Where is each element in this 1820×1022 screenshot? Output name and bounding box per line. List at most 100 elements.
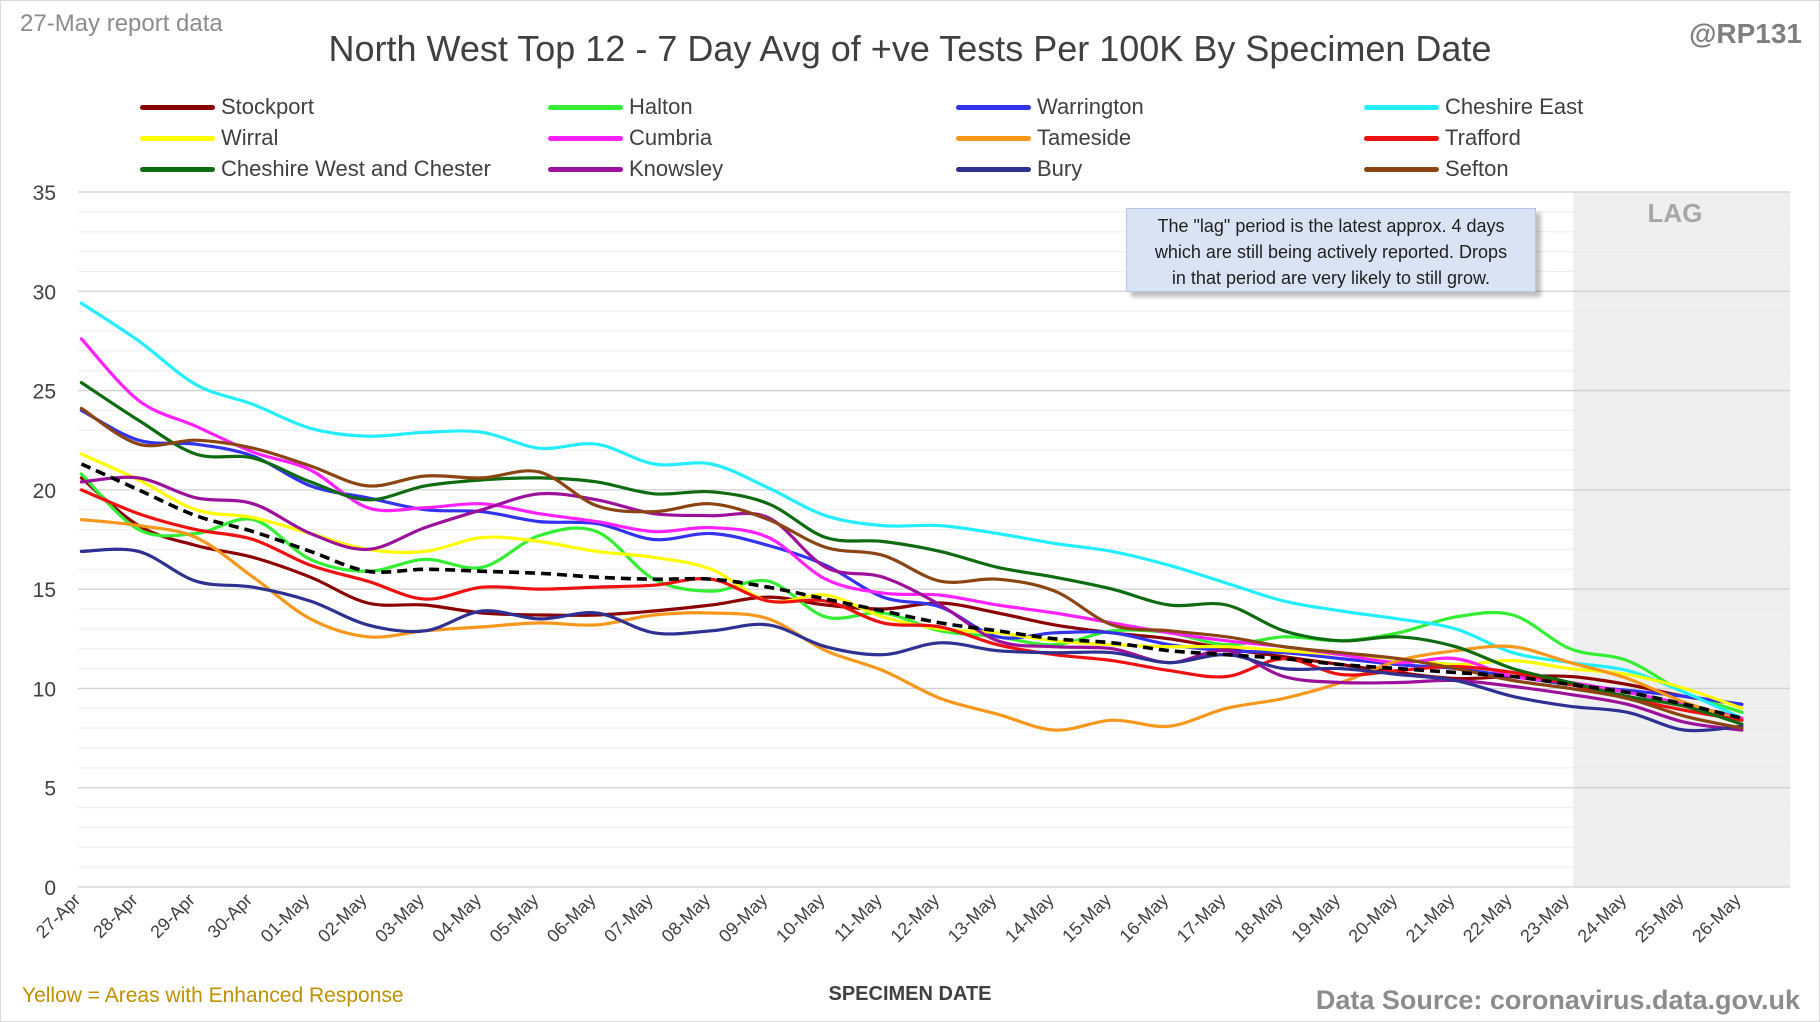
x-tick-label: 11-May — [830, 890, 886, 946]
legend-label: Knowsley — [629, 156, 724, 181]
legend-swatch — [140, 104, 215, 110]
legend-label: Tameside — [1037, 125, 1132, 150]
legend-item-cheshire-west-and-chester: Cheshire West and Chester — [140, 154, 491, 184]
x-tick-label: 12-May — [887, 890, 944, 947]
x-tick-label: 15-May — [1058, 890, 1115, 947]
y-tick-label: 5 — [44, 778, 56, 801]
y-tick-label: 35 — [33, 182, 56, 205]
legend-label: Sefton — [1445, 156, 1509, 181]
legend-swatch — [1364, 135, 1439, 141]
x-tick-label: 09-May — [715, 890, 772, 947]
y-tick-label: 20 — [33, 480, 56, 503]
x-tick-label: 23-May — [1516, 890, 1573, 947]
legend-item-cumbria: Cumbria — [548, 123, 712, 153]
lag-note-line-2: which are still being actively reported.… — [1154, 242, 1508, 262]
x-tick-label: 29-Apr — [146, 890, 198, 942]
enhanced-response-note: Yellow = Areas with Enhanced Response — [22, 984, 404, 1007]
x-tick-label: 06-May — [543, 890, 600, 947]
average-line — [80, 462, 1743, 720]
legend-swatch — [956, 166, 1031, 172]
x-tick-label: 10-May — [772, 890, 829, 947]
legend-item-cheshire-east: Cheshire East — [1364, 92, 1583, 122]
legend-label: Trafford — [1445, 125, 1521, 150]
lag-band — [1573, 192, 1790, 887]
legend-item-warrington: Warrington — [956, 92, 1144, 122]
x-tick-label: 21-May — [1402, 890, 1459, 947]
series-lines — [79, 301, 1744, 733]
x-tick-label: 13-May — [944, 890, 1001, 947]
legend-swatch — [140, 166, 215, 172]
legend-swatch — [548, 135, 623, 141]
legend-item-bury: Bury — [956, 154, 1082, 184]
x-axis-title: SPECIMEN DATE — [828, 983, 992, 1005]
legend-label: Warrington — [1037, 94, 1144, 119]
legend-item-tameside: Tameside — [956, 123, 1131, 153]
legend-swatch — [956, 104, 1031, 110]
lag-note: The "lag" period is the latest approx. 4… — [1126, 208, 1536, 292]
x-tick-label: 25-May — [1631, 890, 1688, 947]
x-tick-label: 28-Apr — [89, 890, 141, 942]
legend-swatch — [1364, 104, 1439, 110]
legend-label: Stockport — [221, 94, 314, 119]
y-tick-label: 15 — [33, 579, 56, 602]
y-tick-label: 25 — [33, 381, 56, 404]
legend-item-stockport: Stockport — [140, 92, 314, 122]
y-tick-label: 10 — [33, 678, 56, 701]
author-handle: @RP131 — [1689, 18, 1802, 49]
series-line-cheshire-east — [79, 301, 1744, 720]
x-tick-label: 04-May — [428, 890, 485, 947]
series-line-stockport — [79, 476, 1744, 706]
legend-label: Halton — [629, 94, 693, 119]
y-tick-label: 30 — [33, 281, 56, 304]
lag-note-line-3: in that period are very likely to still … — [1171, 268, 1491, 288]
series-line-tameside — [79, 518, 1744, 732]
x-tick-label: 02-May — [314, 890, 371, 947]
legend-swatch — [956, 135, 1031, 141]
x-tick-label: 14-May — [1001, 890, 1058, 947]
average-line-group — [80, 462, 1743, 720]
x-tick-label: 05-May — [486, 890, 543, 947]
x-tick-label: 27-Apr — [32, 890, 84, 942]
x-tick-label: 18-May — [1230, 890, 1287, 947]
legend-label: Cumbria — [629, 125, 713, 150]
x-tick-label: 03-May — [371, 890, 428, 947]
x-tick-label: 20-May — [1345, 890, 1402, 947]
legend-label: Cheshire West and Chester — [221, 156, 491, 181]
x-tick-label: 19-May — [1287, 890, 1344, 947]
legend-item-trafford: Trafford — [1364, 123, 1521, 153]
lag-note-line-1: The "lag" period is the latest approx. 4… — [1157, 216, 1505, 236]
legend-label: Wirral — [221, 125, 279, 150]
x-tick-label: 24-May — [1574, 890, 1631, 947]
data-source: Data Source: coronavirus.data.gov.uk — [1315, 985, 1800, 1015]
legend-item-sefton: Sefton — [1364, 154, 1509, 184]
legend-swatch — [140, 135, 215, 141]
legend-swatch — [1364, 166, 1439, 172]
x-tick-label: 08-May — [658, 890, 715, 947]
legend-item-halton: Halton — [548, 92, 693, 122]
x-tick-label: 01-May — [257, 890, 314, 947]
legend-label: Bury — [1037, 156, 1083, 181]
x-tick-label: 17-May — [1173, 890, 1230, 947]
x-tick-label: 07-May — [600, 890, 657, 947]
series-line-halton — [79, 472, 1744, 714]
report-tag: 27-May report data — [20, 10, 223, 37]
series-line-sefton — [79, 406, 1744, 730]
legend-label: Cheshire East — [1445, 94, 1584, 119]
chart-title: North West Top 12 - 7 Day Avg of +ve Tes… — [328, 28, 1492, 69]
x-tick-label: 30-Apr — [204, 890, 256, 942]
legend-item-knowsley: Knowsley — [548, 154, 723, 184]
lag-label: LAG — [1648, 198, 1703, 228]
legend-swatch — [548, 166, 623, 172]
x-tick-label: 22-May — [1459, 890, 1516, 947]
x-tick-label: 16-May — [1116, 890, 1173, 947]
x-tick-label: 26-May — [1688, 890, 1745, 947]
series-line-trafford — [79, 488, 1744, 722]
x-tick-labels: 27-Apr 28-Apr 29-Apr 30-Apr 01-May 02-May 03-M… — [32, 890, 1745, 947]
lag-band-group — [1573, 192, 1790, 887]
series-line-bury — [79, 547, 1744, 733]
legend-item-wirral: Wirral — [140, 123, 278, 153]
legend-swatch — [548, 104, 623, 110]
series-line-cheshire-west-and-chester — [79, 381, 1744, 726]
